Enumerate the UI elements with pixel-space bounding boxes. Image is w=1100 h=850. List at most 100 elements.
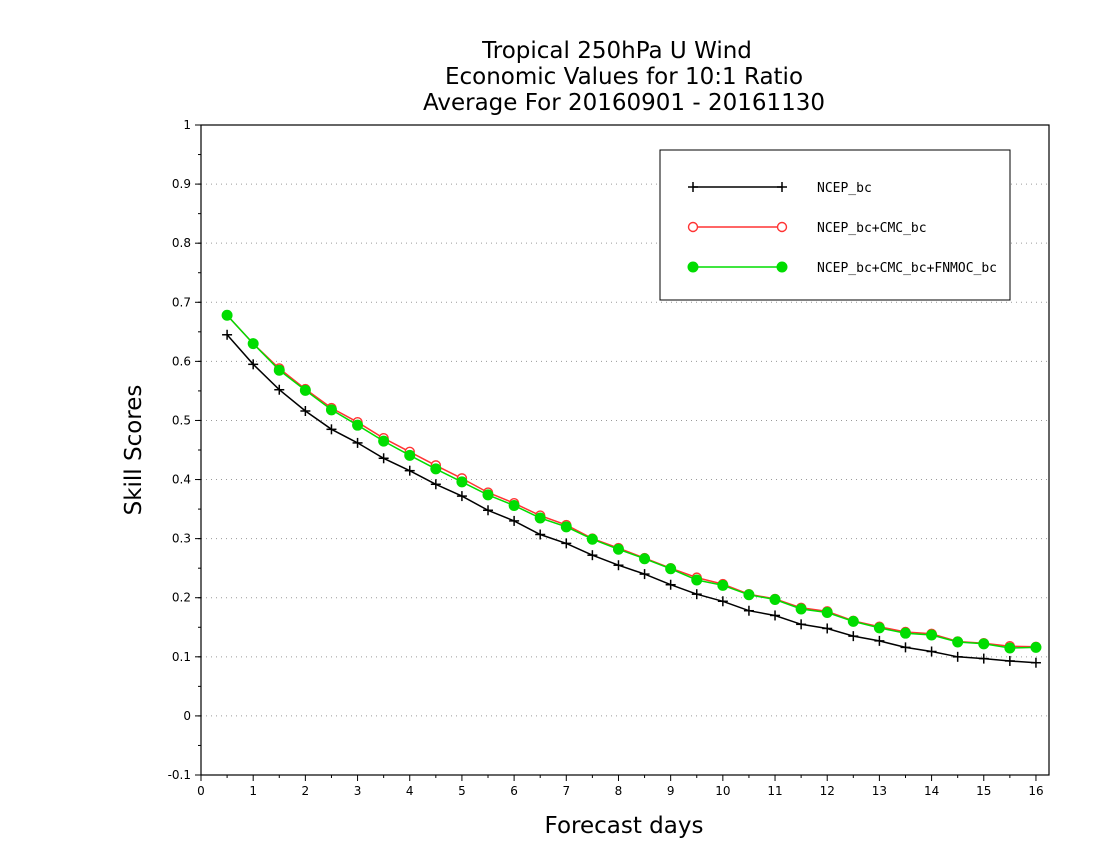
data-point bbox=[430, 479, 441, 490]
data-point bbox=[770, 610, 781, 621]
y-tick-label: 0.3 bbox=[172, 532, 191, 546]
axes: -0.100.10.20.30.40.50.60.70.80.910 1 2 3 4 5 6… bbox=[168, 118, 1050, 798]
data-point bbox=[404, 465, 415, 476]
data-point bbox=[691, 574, 703, 586]
data-point bbox=[534, 512, 546, 524]
x-tick-label: 13 bbox=[872, 784, 887, 798]
data-point bbox=[952, 651, 963, 662]
data-point bbox=[743, 589, 755, 601]
legend-label: NCEP_bc+CMC_bc bbox=[817, 221, 927, 236]
y-tick-label: 0 bbox=[183, 709, 191, 723]
x-tick-label: 11 bbox=[767, 784, 782, 798]
x-tick-label: 4 bbox=[406, 784, 414, 798]
x-tick-label: 14 bbox=[924, 784, 939, 798]
legend-marker bbox=[777, 182, 787, 192]
data-point bbox=[717, 579, 729, 591]
data-point bbox=[247, 338, 259, 350]
x-tick-label: 16 bbox=[1028, 784, 1043, 798]
data-point bbox=[404, 449, 416, 461]
data-point bbox=[821, 607, 833, 618]
y-tick-label: 0.4 bbox=[172, 473, 191, 487]
legend-marker bbox=[687, 261, 699, 273]
x-tick-label: 8 bbox=[615, 784, 623, 798]
data-point bbox=[352, 419, 364, 431]
legend-label: NCEP_bc bbox=[817, 181, 872, 196]
y-tick-label: 0.2 bbox=[172, 591, 191, 605]
data-point bbox=[325, 404, 337, 416]
chart-title-line-3: Average For 20160901 - 20161130 bbox=[423, 90, 825, 116]
data-point bbox=[743, 605, 754, 616]
data-point bbox=[1004, 655, 1015, 666]
data-point bbox=[848, 631, 859, 642]
data-point bbox=[430, 463, 442, 475]
series-line bbox=[226, 314, 1037, 648]
data-point bbox=[352, 437, 363, 448]
legend: NCEP_bc NCEP_bc+CMC_bc NCEP_bc+CMC_bc+FNMO… bbox=[659, 149, 1011, 301]
data-point bbox=[587, 550, 598, 561]
data-point bbox=[691, 589, 702, 600]
y-tick-label: 0.5 bbox=[172, 413, 191, 427]
data-point bbox=[456, 491, 467, 502]
x-tick-label: 7 bbox=[562, 784, 570, 798]
legend-box bbox=[659, 149, 1011, 301]
x-tick-label: 10 bbox=[715, 784, 730, 798]
data-point bbox=[222, 329, 233, 340]
y-axis-title: Skill Scores bbox=[121, 385, 147, 516]
data-point bbox=[1030, 641, 1042, 653]
x-tick-label: 5 bbox=[458, 784, 466, 798]
legend-marker bbox=[688, 182, 698, 192]
data-point bbox=[248, 359, 259, 370]
data-point bbox=[613, 560, 624, 571]
data-point bbox=[978, 638, 990, 650]
data-point bbox=[1004, 642, 1016, 654]
x-tick-label: 12 bbox=[820, 784, 835, 798]
series-line bbox=[226, 334, 1037, 664]
data-point bbox=[378, 435, 390, 447]
data-point bbox=[456, 476, 468, 488]
x-axis-title: Forecast days bbox=[545, 813, 704, 839]
data-point bbox=[874, 635, 885, 646]
data-point bbox=[612, 543, 624, 555]
x-tick-label: 0 bbox=[197, 784, 205, 798]
data-point bbox=[926, 629, 938, 641]
data-point bbox=[560, 521, 572, 533]
data-point bbox=[586, 533, 598, 545]
data-point bbox=[769, 594, 781, 605]
data-point bbox=[300, 406, 311, 416]
data-point bbox=[639, 569, 650, 580]
data-point bbox=[926, 646, 937, 657]
legend-marker bbox=[776, 261, 788, 273]
chart-title-line-2: Economic Values for 10:1 Ratio bbox=[445, 64, 803, 90]
x-tick-label: 6 bbox=[510, 784, 518, 798]
data-point bbox=[899, 627, 911, 639]
data-point bbox=[1030, 657, 1041, 668]
x-tick-label: 9 bbox=[667, 784, 675, 798]
legend-entry: NCEP_bc bbox=[688, 181, 872, 196]
data-point bbox=[796, 619, 807, 630]
data-point bbox=[900, 642, 911, 653]
data-point bbox=[326, 424, 337, 435]
legend-label: NCEP_bc+CMC_bc+FNMOC_bc bbox=[817, 261, 997, 276]
legend-marker bbox=[776, 221, 788, 233]
x-tick-label: 2 bbox=[302, 784, 310, 798]
data-point bbox=[508, 500, 520, 512]
data-point bbox=[535, 529, 546, 540]
x-tick-label: 3 bbox=[354, 784, 362, 798]
data-point bbox=[952, 636, 964, 648]
y-tick-label: 0.1 bbox=[172, 650, 191, 664]
data-point bbox=[273, 364, 285, 376]
legend-entry: NCEP_bc+CMC_bc+FNMOC_bc bbox=[687, 261, 997, 276]
legend-entry: NCEP_bc+CMC_bc bbox=[687, 221, 927, 236]
data-point bbox=[978, 653, 989, 664]
series-group bbox=[221, 309, 1042, 668]
data-point bbox=[221, 309, 233, 321]
series-1 bbox=[222, 329, 1041, 668]
data-point bbox=[483, 505, 494, 516]
data-point bbox=[665, 579, 676, 590]
y-tick-label: -0.1 bbox=[168, 768, 191, 782]
data-point bbox=[822, 623, 833, 634]
legend-marker bbox=[687, 221, 699, 233]
data-point bbox=[795, 603, 807, 615]
series-3 bbox=[221, 309, 1042, 654]
